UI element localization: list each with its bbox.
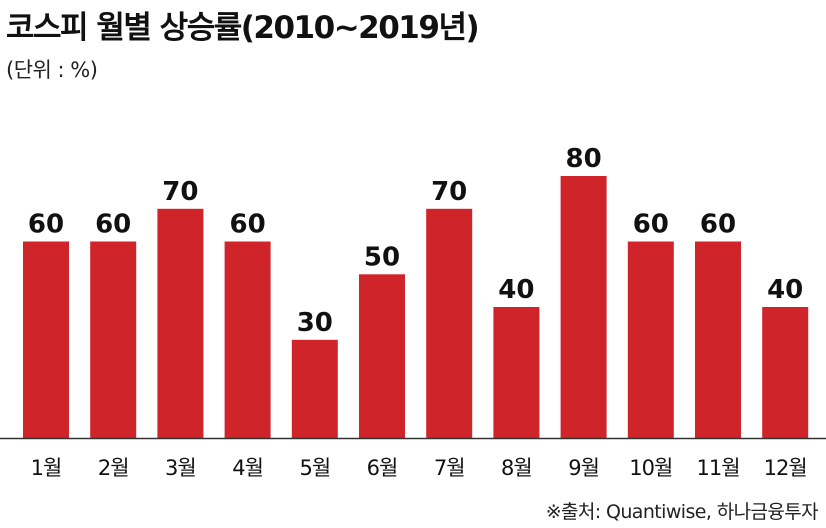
x-tick-label: 1월 — [31, 456, 62, 480]
x-tick-label: 4월 — [232, 456, 263, 480]
bar — [224, 241, 271, 438]
x-tick-label: 9월 — [568, 456, 599, 480]
x-tick-label: 2월 — [98, 456, 129, 480]
bar-value-label: 60 — [230, 210, 266, 240]
bar — [23, 241, 69, 438]
unit-label: (단위 : %) — [6, 58, 98, 82]
bar-value-label: 60 — [633, 210, 669, 240]
bar-group — [23, 176, 809, 439]
x-tick-label: 12월 — [764, 456, 807, 480]
bar-value-label: 40 — [498, 275, 534, 305]
bar — [762, 307, 809, 438]
bar-value-label: 50 — [364, 242, 400, 272]
bar-value-label: 70 — [162, 177, 198, 207]
bar-value-label: 40 — [767, 275, 803, 305]
bar — [426, 208, 473, 439]
bar-value-label: 60 — [700, 210, 736, 240]
bar-value-label: 70 — [431, 177, 467, 207]
x-tick-label: 5월 — [299, 456, 330, 480]
bar-value-label: 30 — [297, 308, 333, 338]
bar — [291, 339, 338, 439]
x-tick-label-group: 1월 2월 3월 4월 5월 6월 7월 8월 9월 10월 11월 12월 — [31, 456, 808, 480]
bar — [90, 241, 137, 438]
bar — [627, 241, 674, 438]
bar — [359, 274, 405, 439]
bar — [493, 307, 540, 438]
x-tick-label: 8월 — [501, 456, 532, 480]
x-tick-label: 3월 — [165, 456, 196, 480]
bar-value-label: 60 — [95, 210, 131, 240]
x-tick-label: 10월 — [629, 456, 672, 480]
chart-title: 코스피 월별 상승률(2010~2019년) — [6, 10, 480, 46]
value-label-group: 60 60 70 60 30 50 70 40 80 60 60 40 — [28, 144, 803, 338]
bar-value-label: 80 — [566, 144, 602, 174]
x-tick-label: 11월 — [696, 456, 739, 480]
bar — [695, 241, 741, 438]
bar-value-label: 60 — [28, 210, 64, 240]
bar — [560, 176, 607, 438]
source-note: ※출처: Quantiwise, 하나금융투자 — [545, 501, 819, 523]
bar — [157, 208, 204, 439]
x-tick-label: 6월 — [367, 456, 398, 480]
x-tick-label: 7월 — [434, 456, 465, 480]
